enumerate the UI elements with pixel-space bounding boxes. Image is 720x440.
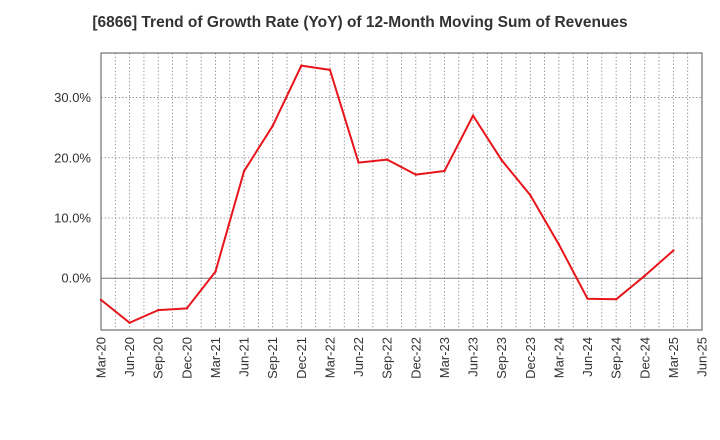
data-point: [557, 243, 561, 246]
x-tick-label: Mar-23: [437, 337, 452, 378]
plot-frame: [100, 52, 703, 331]
data-point: [529, 193, 532, 197]
data-point: [157, 308, 160, 312]
data-point: [614, 298, 618, 301]
y-tick-label: 10.0%: [54, 210, 91, 225]
y-axis-labels: 30.0% 20.0% 10.0% 0.0%: [54, 90, 91, 286]
y-tick-label: 30.0%: [54, 90, 91, 105]
x-tick-label: Dec-21: [294, 337, 309, 379]
data-point: [214, 270, 217, 273]
x-tick-label: Jun-23: [466, 337, 481, 377]
x-tick-label: Mar-20: [94, 337, 109, 378]
x-tick-label: Dec-22: [408, 337, 423, 379]
x-tick-label: Sep-23: [494, 337, 509, 379]
data-point: [185, 307, 189, 310]
x-tick-label: Mar-21: [208, 337, 223, 378]
data-point: [586, 297, 589, 300]
x-tick-label: Jun-25: [695, 337, 710, 377]
data-point: [500, 158, 503, 162]
x-tick-label: Dec-24: [637, 337, 652, 379]
data-point: [357, 161, 360, 164]
x-tick-label: Jun-20: [122, 337, 137, 377]
data-point: [242, 169, 246, 173]
y-tick-label: 20.0%: [54, 150, 91, 165]
x-tick-label: Sep-20: [151, 337, 166, 379]
x-tick-label: Dec-20: [179, 337, 194, 379]
data-point: [128, 321, 131, 324]
x-tick-label: Sep-24: [609, 337, 624, 379]
data-point: [300, 64, 303, 67]
data-point: [672, 249, 675, 252]
plot-border: [100, 52, 703, 331]
x-tick-label: Sep-21: [265, 337, 280, 379]
data-point: [443, 169, 446, 173]
y-tick-label: 0.0%: [61, 271, 91, 286]
data-point: [385, 158, 389, 161]
horizontal-gridlines: [101, 97, 702, 219]
data-point: [471, 114, 475, 117]
x-tick-label: Dec-23: [523, 337, 538, 379]
chart-title: [6866] Trend of Growth Rate (YoY) of 12-…: [92, 14, 628, 31]
x-axis-labels: Mar-20 Jun-20 Sep-20 Dec-20 Mar-21 Jun-21 Sep-…: [94, 337, 710, 379]
data-point: [99, 298, 103, 302]
x-tick-label: Jun-24: [580, 337, 595, 377]
data-point: [643, 274, 646, 278]
data-point: [328, 68, 332, 72]
x-tick-label: Jun-22: [351, 337, 366, 377]
x-tick-label: Mar-24: [551, 337, 566, 378]
data-point: [271, 124, 274, 128]
x-tick-label: Sep-22: [380, 337, 395, 379]
vertical-gridlines: [114, 53, 689, 330]
data-point: [414, 173, 418, 176]
series-layer: [99, 64, 675, 324]
x-tick-label: Jun-21: [237, 337, 252, 377]
x-tick-label: Mar-22: [322, 337, 337, 378]
x-tick-label: Mar-25: [666, 337, 681, 378]
